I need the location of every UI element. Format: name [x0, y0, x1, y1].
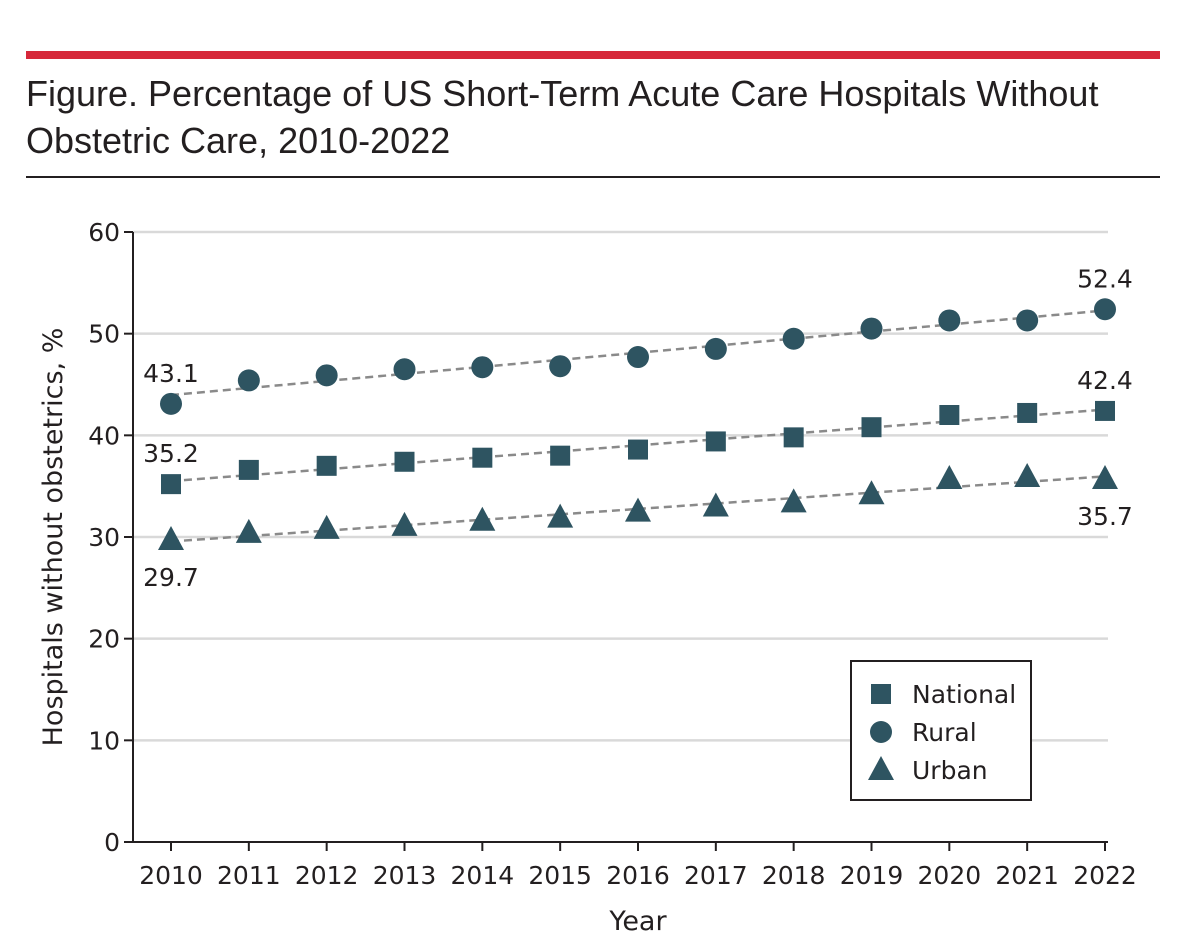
legend-marker-urban — [868, 756, 894, 780]
x-tick-label: 2020 — [918, 861, 982, 890]
urban-label-2022: 35.7 — [1077, 502, 1133, 531]
national-label-2022: 42.4 — [1077, 366, 1133, 395]
rural-point-2017 — [704, 337, 727, 360]
urban-point-2010 — [158, 526, 184, 551]
x-tick-label: 2021 — [995, 861, 1059, 890]
y-axis-label: Hospitals without obstetrics, % — [38, 328, 69, 747]
rural-point-2010 — [160, 392, 182, 415]
rural-point-2016 — [627, 346, 649, 369]
x-tick-label: 2011 — [217, 861, 281, 890]
national-point-2015 — [550, 445, 571, 466]
urban-label-2010: 29.7 — [143, 563, 199, 592]
national-point-2010 — [161, 474, 181, 495]
rural-point-2021 — [1016, 309, 1039, 332]
y-tick-label: 50 — [88, 320, 120, 349]
urban-point-2011 — [235, 518, 262, 543]
national-point-2012 — [316, 455, 337, 476]
rural-point-2013 — [393, 358, 416, 381]
rural-point-2014 — [471, 356, 494, 379]
x-axis-ticks: 2010 2011 2012 2013 2014 2015 2016 2017 2018 2019… — [139, 842, 1137, 890]
national-point-2022 — [1095, 400, 1115, 421]
x-tick-label: 2016 — [606, 861, 670, 890]
urban-point-2017 — [702, 492, 729, 517]
rural-label-2010: 43.1 — [143, 359, 199, 388]
urban-point-2021 — [1014, 463, 1041, 488]
urban-point-2013 — [391, 511, 418, 536]
x-tick-label: 2010 — [139, 861, 203, 890]
y-tick-label: 40 — [88, 421, 120, 450]
national-label-2010: 35.2 — [143, 439, 199, 468]
x-tick-label: 2013 — [373, 861, 437, 890]
y-tick-label: 0 — [104, 828, 120, 857]
x-tick-label: 2015 — [528, 861, 592, 890]
national-point-2017 — [705, 431, 726, 452]
national-point-2020 — [939, 405, 960, 425]
x-tick-label: 2019 — [840, 861, 904, 890]
rural-point-2022 — [1094, 298, 1116, 321]
urban-point-2018 — [780, 488, 807, 513]
national-point-2013 — [394, 451, 415, 472]
rural-label-2022: 52.4 — [1077, 264, 1133, 293]
legend: National Rural Urban — [850, 660, 1032, 801]
x-tick-label: 2018 — [762, 861, 826, 890]
figure-title: Figure. Percentage of US Short-Term Acut… — [26, 73, 1099, 161]
legend-label-national: National — [912, 680, 1016, 709]
rural-point-2011 — [237, 369, 260, 392]
national-point-2016 — [628, 439, 648, 460]
legend-marker-national — [871, 684, 891, 704]
urban-point-2012 — [313, 514, 340, 539]
rural-point-2018 — [782, 327, 805, 350]
national-point-2011 — [238, 459, 259, 480]
urban-point-2015 — [547, 503, 574, 528]
x-tick-label: 2012 — [295, 861, 359, 890]
y-tick-label: 20 — [88, 625, 120, 654]
x-axis-label: Year — [608, 906, 667, 937]
urban-point-2014 — [469, 506, 496, 531]
data-labels: 35.2 42.4 43.1 52.4 29.7 35.7 — [143, 264, 1133, 592]
rural-point-2020 — [938, 309, 961, 332]
y-tick-label: 60 — [88, 218, 120, 247]
accent-rule — [26, 51, 1160, 59]
rural-point-2019 — [860, 317, 883, 340]
legend-marker-rural — [870, 721, 892, 743]
rural-point-2012 — [315, 364, 338, 387]
x-tick-label: 2017 — [684, 861, 748, 890]
y-axis-ticks: 0 10 20 30 40 50 60 — [88, 218, 133, 857]
y-tick-label: 10 — [88, 726, 120, 755]
x-tick-label: 2014 — [451, 861, 515, 890]
title-rule — [26, 176, 1160, 178]
national-point-2021 — [1017, 402, 1038, 423]
national-point-2019 — [861, 417, 882, 438]
data-points — [158, 298, 1118, 551]
national-point-2014 — [472, 447, 493, 468]
legend-label-urban: Urban — [912, 756, 988, 785]
y-tick-label: 30 — [88, 523, 120, 552]
urban-point-2016 — [625, 497, 651, 522]
rural-point-2015 — [549, 355, 572, 378]
legend-label-rural: Rural — [912, 718, 977, 747]
x-tick-label: 2022 — [1073, 861, 1137, 890]
urban-point-2022 — [1092, 465, 1118, 490]
urban-point-2019 — [858, 480, 885, 505]
national-point-2018 — [783, 427, 804, 448]
urban-point-2020 — [936, 465, 963, 490]
